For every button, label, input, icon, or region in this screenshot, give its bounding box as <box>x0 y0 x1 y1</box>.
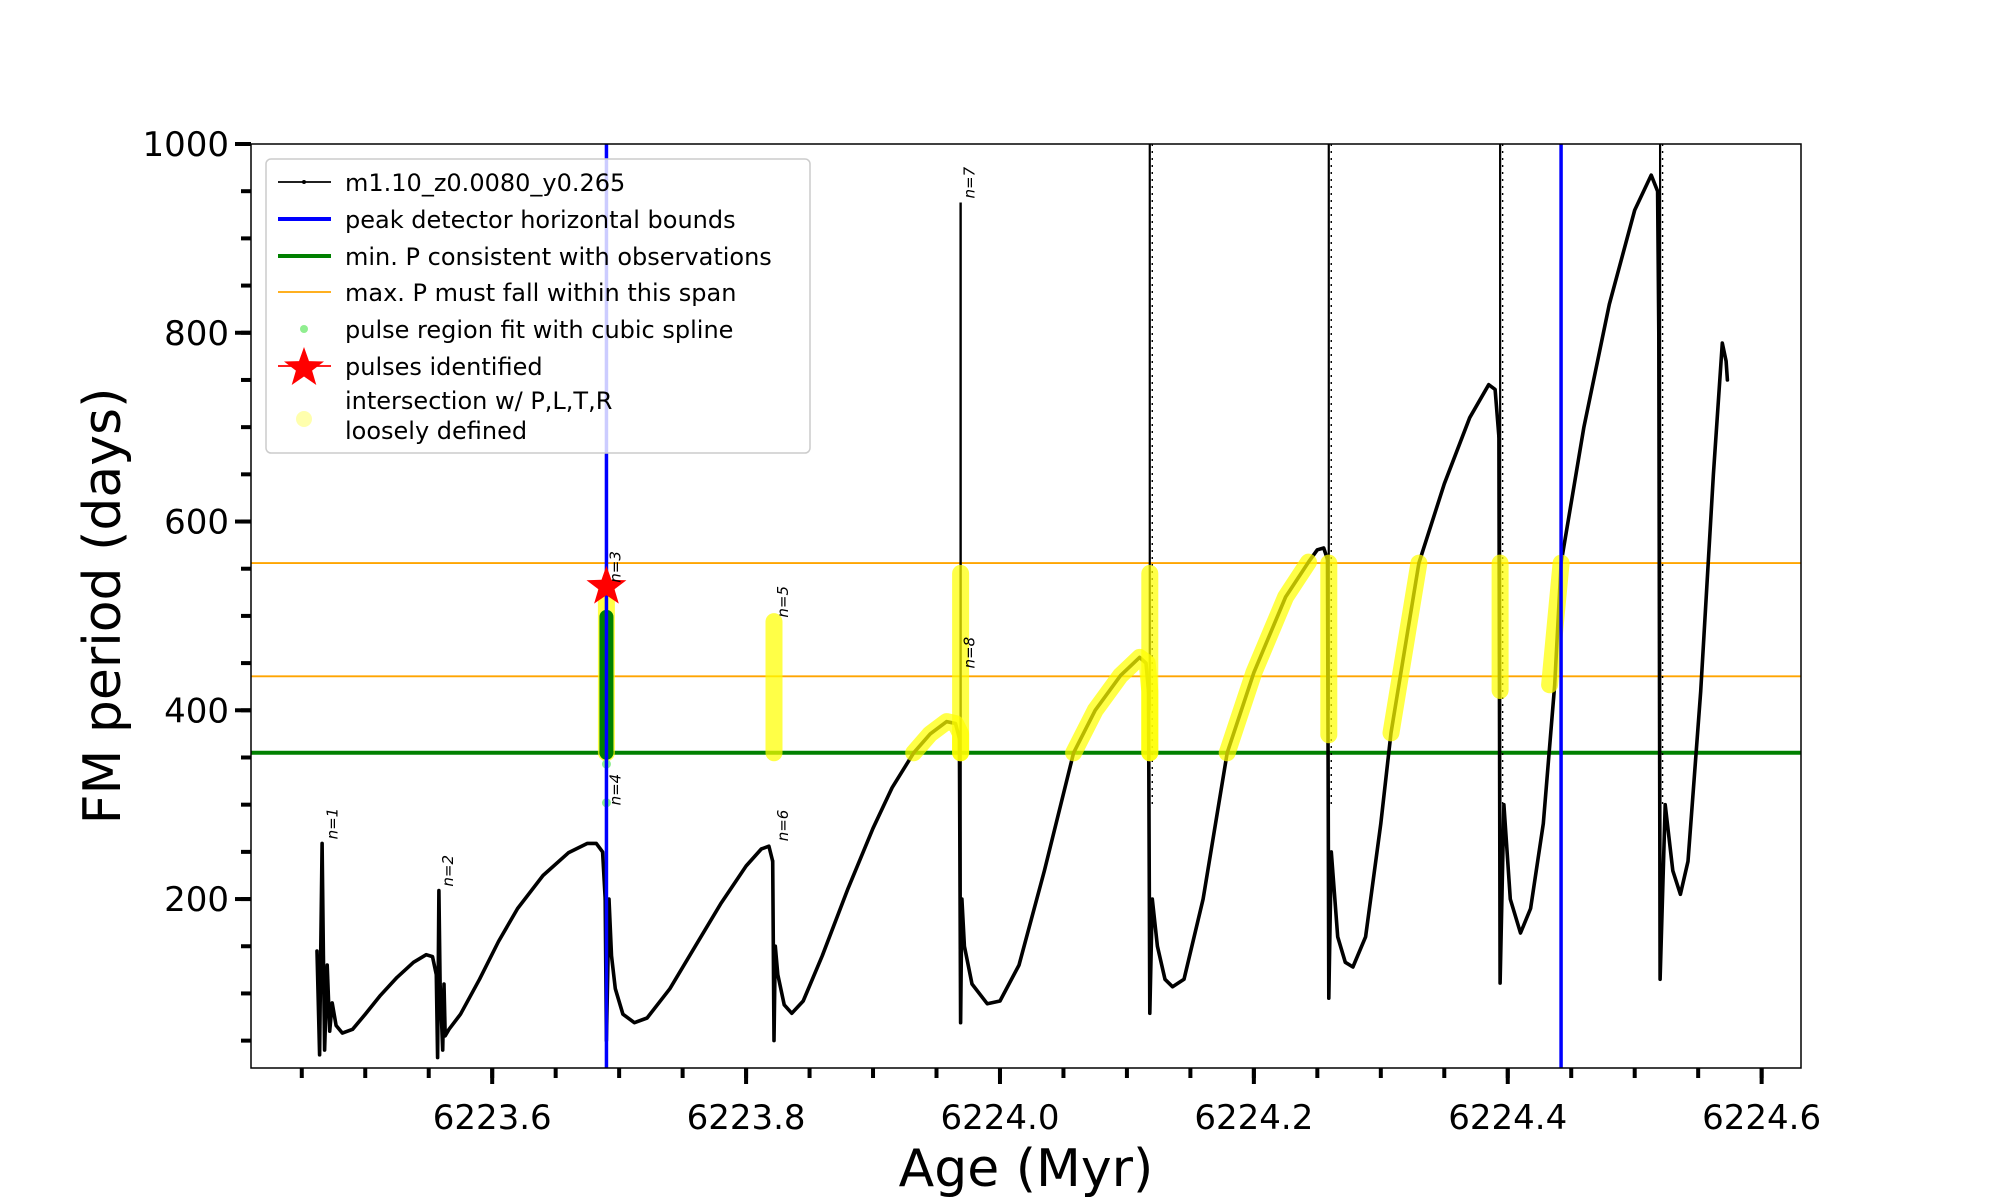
legend-dot-icon <box>300 325 308 333</box>
legend-item-bounds: peak detector horizontal bounds <box>278 206 736 234</box>
y-tick-label: 600 <box>164 503 229 543</box>
x-tick-label: 6224.2 <box>1194 1098 1313 1138</box>
plot-frame <box>250 143 1802 1069</box>
legend-circle-icon <box>296 411 312 427</box>
annotation-n=6: n=6 <box>774 810 792 842</box>
pulse-annotations: n=1 n=2 n=3 n=4 n=5 n=6 n=7 n=8 <box>323 166 978 886</box>
y-axis-label: FM period (days) <box>73 388 133 825</box>
x-tick-label: 6224.6 <box>1702 1098 1821 1138</box>
track-segment-6 <box>1146 546 1330 1016</box>
legend-dot-icon <box>302 180 306 184</box>
legend-label: peak detector horizontal bounds <box>345 206 736 234</box>
x-tick-label: 6223.8 <box>687 1098 806 1138</box>
legend-label: m1.10_z0.0080_y0.265 <box>345 169 625 197</box>
legend-item-track: m1.10_z0.0080_y0.265 <box>278 169 625 197</box>
x-axis-label: Age (Myr) <box>899 1139 1154 1199</box>
annotation-n=8: n=8 <box>961 637 979 669</box>
legend-item-minP: min. P consistent with observations <box>278 243 772 271</box>
annotation-n=7: n=7 <box>961 166 979 198</box>
track-segment-7 <box>1325 382 1501 1001</box>
annotation-n=5: n=5 <box>774 586 792 618</box>
y-tick-label: 1000 <box>142 125 229 165</box>
intersection-segment-11 <box>1541 554 1570 694</box>
legend-label: min. P consistent with observations <box>345 243 772 271</box>
legend-label-line2: loosely defined <box>345 417 527 445</box>
legend-item-spline: pulse region fit with cubic spline <box>300 316 733 344</box>
y-axis: 200 400 600 800 1000 <box>142 125 251 1043</box>
x-tick-label: 6223.6 <box>433 1098 552 1138</box>
track-segment-1 <box>315 841 439 1057</box>
y-tick-label: 200 <box>164 880 229 920</box>
annotation-n=4: n=4 <box>606 774 624 806</box>
legend-box <box>265 158 811 454</box>
intersection-segment-9 <box>1382 554 1428 742</box>
track-segment-9 <box>1657 330 1730 982</box>
legend-item-maxP: max. P must fall within this span <box>278 279 736 307</box>
track-segment-3 <box>603 844 775 1043</box>
legend-label: max. P must fall within this span <box>345 279 736 307</box>
y-tick-label: 400 <box>164 691 229 731</box>
pulse-markers <box>586 565 627 604</box>
legend-label: pulses identified <box>345 353 543 381</box>
track-segment-2 <box>434 841 608 1060</box>
legend-item-pulses: pulses identified <box>278 347 543 385</box>
annotation-n=1: n=1 <box>323 808 341 840</box>
legend-star-icon <box>284 347 324 385</box>
legend-label: pulse region fit with cubic spline <box>345 316 733 344</box>
x-axis: 6223.6 6223.8 6224.0 6224.2 6224.4 6224.6 <box>299 1068 1821 1138</box>
y-tick-label: 800 <box>164 314 229 354</box>
pulse-star-icon <box>586 565 627 604</box>
intersection-segment-7 <box>1218 553 1317 762</box>
annotation-n=3: n=3 <box>606 551 624 583</box>
x-tick-label: 6224.4 <box>1448 1098 1567 1138</box>
annotation-n=2: n=2 <box>439 855 457 887</box>
track-series <box>315 144 1730 1060</box>
x-tick-label: 6224.0 <box>940 1098 1059 1138</box>
legend-label: intersection w/ P,L,T,R <box>345 387 612 415</box>
